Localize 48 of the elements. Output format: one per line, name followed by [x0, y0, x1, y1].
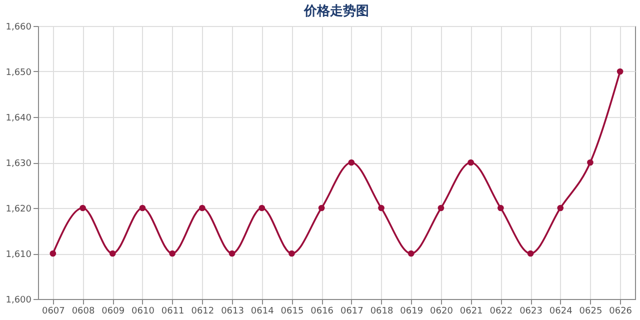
chart-title: 价格走势图: [303, 3, 369, 19]
point: [288, 250, 295, 257]
x-tick-label: 0611: [161, 306, 184, 316]
point: [318, 204, 325, 212]
y-tick-label: 1,640: [6, 114, 32, 124]
y-tick-label: 1,660: [6, 22, 32, 32]
point: [616, 68, 624, 75]
point: [199, 204, 206, 212]
point: [587, 159, 594, 166]
point: [50, 250, 56, 257]
y-tick-label: 1,600: [6, 296, 32, 306]
x-tick-label: 0617: [340, 306, 364, 316]
point: [348, 159, 355, 166]
x-tick-label: 0609: [102, 306, 125, 316]
point: [139, 204, 146, 212]
point: [527, 250, 534, 257]
point: [498, 204, 504, 212]
point: [378, 204, 384, 212]
y-tick-label: 1,650: [6, 68, 32, 78]
x-tick-label: 0621: [460, 306, 483, 316]
y-tick-label: 1,630: [6, 159, 32, 169]
x-tick-label: 0618: [370, 306, 394, 316]
x-tick-label: 0619: [400, 306, 424, 316]
point: [169, 250, 176, 257]
x-tick-label: 0625: [579, 306, 602, 316]
x-tick-label: 0613: [221, 306, 244, 316]
point: [408, 250, 414, 257]
x-tick-label: 0620: [430, 306, 454, 316]
x-tick-label: 0607: [42, 306, 65, 316]
x-tick-label: 0626: [609, 306, 632, 316]
y-tick-label: 1,610: [6, 250, 32, 260]
point: [109, 250, 116, 257]
x-tick-label: 0612: [191, 306, 214, 316]
point: [438, 204, 444, 212]
point: [557, 204, 564, 212]
x-tick-label: 0614: [250, 306, 274, 316]
point: [258, 204, 266, 212]
x-tick-label: 0610: [132, 306, 155, 316]
x-tick-label: 0623: [520, 306, 542, 316]
x-tick-label: 0624: [549, 306, 573, 316]
x-tick-label: 0615: [280, 306, 304, 316]
point: [80, 204, 86, 212]
point: [468, 159, 474, 166]
x-tick-label: 0622: [490, 306, 513, 316]
x-tick-label: 0608: [72, 306, 95, 316]
y-tick-label: 1,620: [6, 204, 32, 214]
x-tick-label: 0616: [310, 306, 334, 316]
point: [228, 250, 236, 257]
